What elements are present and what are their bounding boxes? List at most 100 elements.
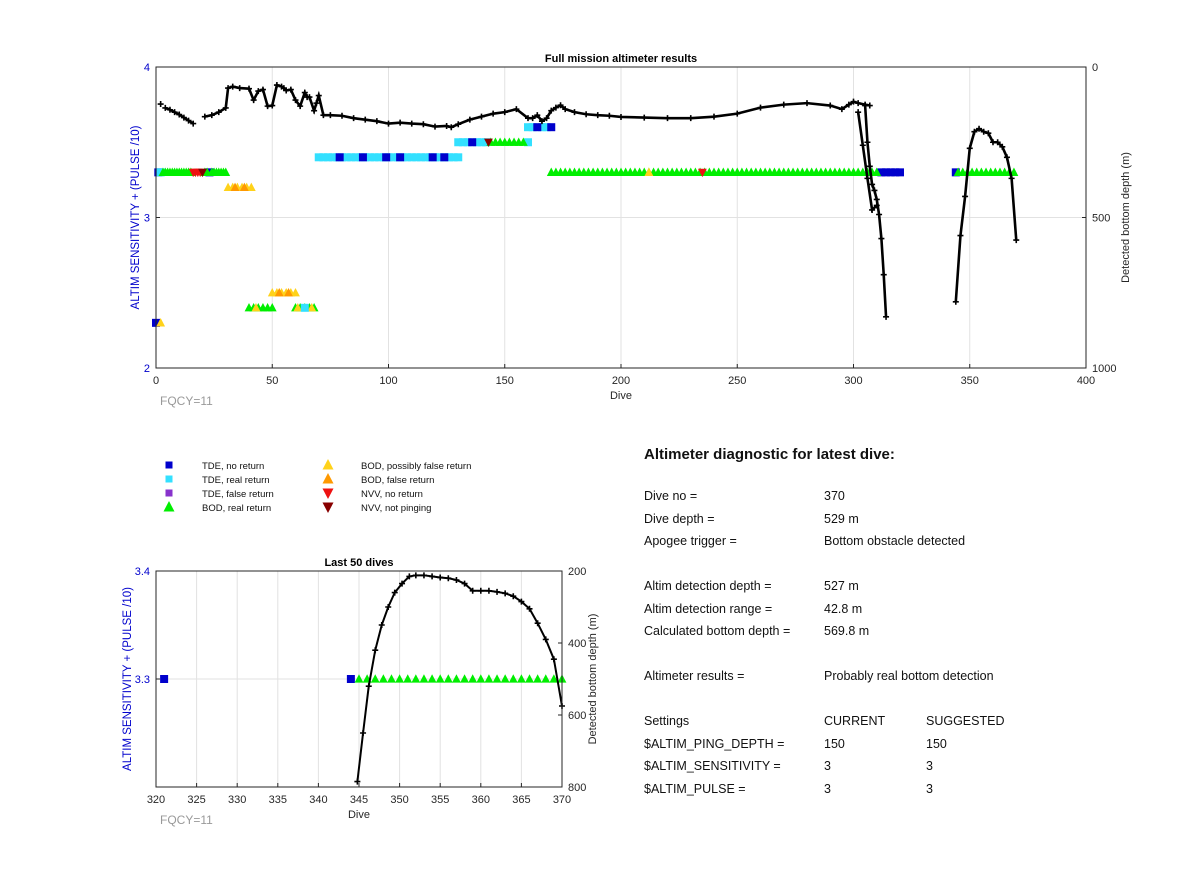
main-depth-point — [711, 113, 717, 120]
main-depth-point — [845, 101, 852, 108]
main-depth-point — [501, 109, 508, 116]
legend-item-nvv-not-pinging: NVV, not pinging — [322, 502, 431, 514]
main-depth-point — [283, 87, 290, 94]
main-marker-tde-no-return — [335, 153, 344, 162]
apogee-trigger-row: Apogee trigger = Bottom obstacle detecte… — [644, 534, 1164, 557]
main-depth-point — [327, 112, 334, 119]
main-depth-point — [883, 313, 890, 320]
recent-y2tick-label: 600 — [568, 710, 586, 722]
recent-markers — [160, 674, 567, 683]
dive-depth-label: Dive depth = — [644, 511, 715, 526]
recent-depth-point — [469, 587, 476, 594]
main-marker-bod-possibly-false-return — [293, 303, 303, 312]
ping-depth-row: $ALTIM_PING_DEPTH = 150 150 — [644, 737, 1164, 760]
last-50-dives-chart: 320 325 330 335 340 345 350 355 360 365 370 3.3 3.4 2… — [122, 557, 599, 827]
recent-depth-point — [534, 620, 541, 627]
recent-depth-point — [542, 636, 549, 643]
main-marker-tde-real-return — [528, 123, 537, 132]
main-depth-point — [311, 107, 318, 114]
main-depth-point — [780, 101, 787, 108]
main-marker-bod-false-return — [239, 182, 249, 191]
pulse-row: $ALTIM_PULSE = 3 3 — [644, 782, 1164, 805]
legend-item-tde-real-return: TDE, real return — [165, 475, 270, 486]
altim-detection-range-label: Altim detection range = — [644, 601, 773, 616]
main-depth-point — [432, 123, 438, 130]
main-depth-point — [876, 211, 883, 218]
main-depth-point — [548, 107, 555, 114]
recent-title: Last 50 dives — [324, 557, 393, 569]
recent-marker-bod-real-return — [403, 674, 413, 683]
recent-marker-bod-real-return — [370, 674, 380, 683]
main-depth-point — [864, 139, 871, 146]
recent-marker-bod-real-return — [500, 674, 510, 683]
recent-marker-bod-real-return — [387, 674, 396, 683]
main-depth-point — [994, 139, 1001, 146]
main-depth-point — [273, 82, 280, 89]
main-depth-point — [297, 103, 304, 110]
main-depth-point — [664, 115, 671, 122]
recent-depth-point — [385, 604, 392, 610]
recent-marker-bod-real-return — [484, 674, 494, 683]
recent-xtick-label: 350 — [390, 794, 408, 806]
main-marker-bod-possibly-false-return — [307, 303, 317, 312]
altim-detection-range-value: 42.8 m — [824, 601, 863, 616]
main-depth-point — [985, 130, 992, 137]
recent-marker-bod-real-return — [492, 674, 502, 683]
legend-swatch-nvv-not-pinging — [322, 502, 334, 513]
main-marker-tde-real-return — [407, 153, 416, 162]
main-marker-bod-false-return — [274, 287, 284, 297]
main-marker-tde-real-return — [300, 303, 309, 312]
main-xlabel: Dive — [610, 390, 632, 402]
main-depth-point — [225, 85, 232, 92]
main-depth-point — [957, 232, 964, 239]
recent-marker-bod-real-return — [476, 674, 486, 683]
main-y2tick-label: 500 — [1092, 213, 1110, 225]
main-marker-tde-real-return — [370, 153, 379, 162]
main-depth-point — [757, 104, 764, 111]
altimeter-results-label: Altimeter results = — [644, 669, 745, 683]
main-depth-point — [855, 100, 862, 107]
altim-detection-range-row: Altim detection range = 42.8 m — [644, 602, 1164, 625]
recent-marker-bod-real-return — [378, 674, 388, 683]
main-marker-tde-no-return — [382, 153, 391, 162]
main-marker-nvv-not-pinging — [198, 168, 207, 178]
main-depth-point — [859, 142, 866, 149]
dive-depth-value: 529 m — [824, 511, 859, 526]
altimeter-results-value: Probably real bottom detection — [824, 669, 994, 683]
main-marker-tde-real-return — [454, 153, 463, 162]
recent-marker-bod-real-return — [419, 674, 429, 683]
main-depth-point — [557, 102, 564, 109]
recent-xlabel: Dive — [348, 809, 370, 821]
main-depth-point — [162, 104, 169, 111]
main-depth-point — [966, 145, 973, 152]
main-depth-point — [838, 106, 845, 113]
main-marker-nvv-not-pinging — [484, 138, 493, 148]
recent-depth-point — [360, 730, 367, 736]
recent-depth-point — [354, 778, 361, 785]
legend-swatch-tde-no-return — [165, 461, 173, 469]
main-depth-point — [350, 115, 357, 122]
main-depth-point — [397, 119, 404, 126]
recent-depth-point — [378, 622, 385, 628]
main-marker-bod-possibly-false-return — [644, 167, 654, 176]
sensitivity-suggested: 3 — [926, 759, 933, 773]
recent-depth-point — [412, 572, 419, 579]
main-marker-bod-possibly-false-return — [246, 182, 256, 191]
main-marker-bod-possibly-false-return — [156, 318, 166, 327]
main-depth-point — [313, 100, 320, 107]
main-marker-tde-no-return — [358, 153, 367, 162]
recent-marker-bod-real-return — [549, 674, 559, 683]
main-marker-tde-real-return — [524, 123, 532, 132]
main-depth-line — [204, 83, 871, 129]
recent-y2tick-label: 400 — [568, 638, 586, 650]
suggested-header: SUGGESTED — [926, 714, 1005, 728]
main-depth-point — [878, 235, 885, 242]
main-ytick-label: 2 — [144, 363, 150, 375]
main-marker-bod-false-return — [230, 182, 240, 191]
recent-xtick-label: 365 — [512, 794, 530, 806]
main-depth-point — [952, 298, 959, 305]
main-ytick-label: 4 — [144, 62, 150, 74]
dive-depth-row: Dive depth = 529 m — [644, 512, 1164, 535]
recent-depth-point — [502, 590, 509, 597]
main-depth-point — [534, 112, 541, 119]
